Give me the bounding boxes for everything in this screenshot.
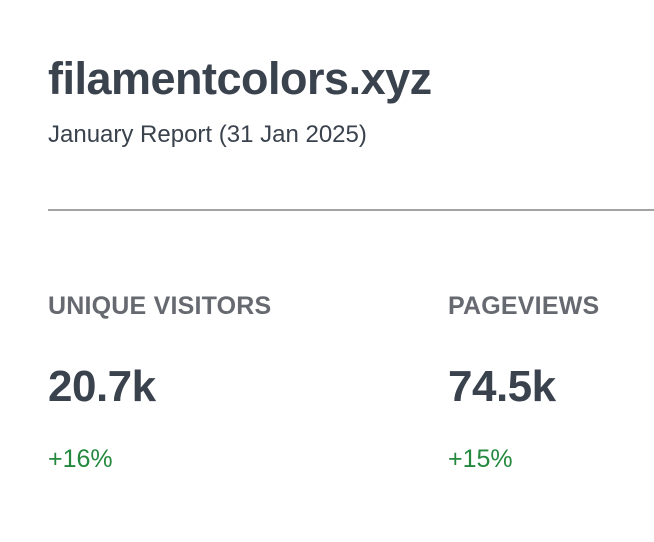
stat-label: PAGEVIEWS (448, 292, 600, 320)
stat-value: 74.5k (448, 362, 556, 411)
stat-value: 20.7k (48, 362, 156, 411)
site-title: filamentcolors.xyz (48, 53, 432, 104)
stat-pageviews: PAGEVIEWS 74.5k +15% (448, 290, 599, 474)
divider (48, 209, 654, 211)
stat-change: +15% (448, 445, 513, 473)
stat-label: UNIQUE VISITORS (48, 292, 272, 320)
stat-unique-visitors: UNIQUE VISITORS 20.7k +16% (48, 290, 271, 474)
stat-change: +16% (48, 445, 113, 473)
report-subtitle: January Report (31 Jan 2025) (48, 121, 367, 148)
